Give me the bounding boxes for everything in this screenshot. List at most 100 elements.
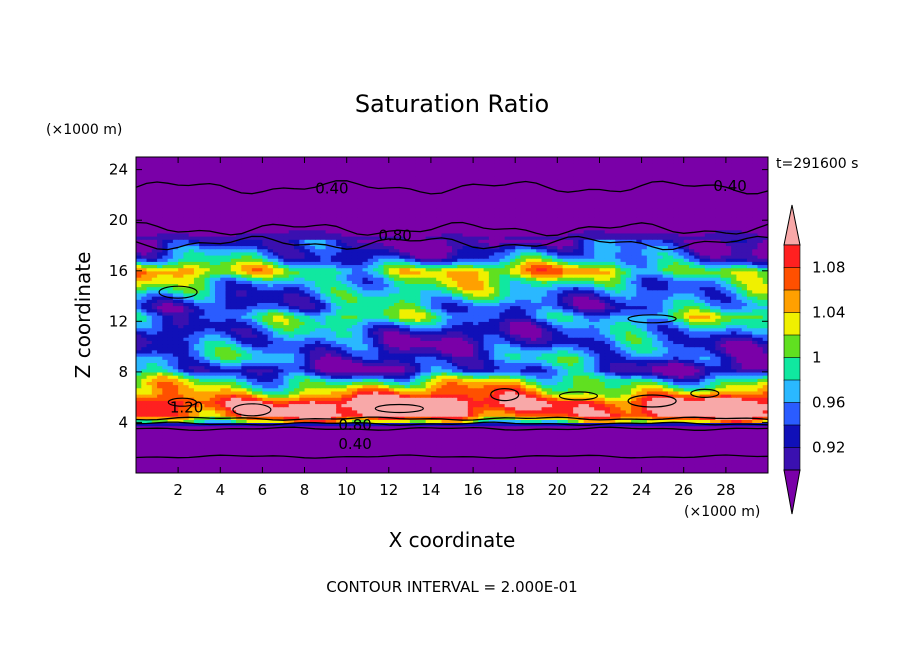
heatmap-cell — [278, 438, 285, 442]
heatmap-cell — [625, 412, 632, 417]
heatmap-cell — [657, 469, 664, 473]
heatmap-cell — [320, 457, 327, 461]
heatmap-cell — [673, 466, 680, 471]
heatmap-cell — [567, 428, 574, 433]
heatmap-cell — [694, 447, 701, 452]
heatmap-cell — [394, 431, 400, 436]
heatmap-cell — [473, 419, 479, 424]
heatmap-cell — [420, 450, 427, 455]
heatmap-cell — [478, 444, 485, 449]
heatmap-cell — [336, 441, 342, 446]
heatmap-cell — [357, 403, 364, 408]
heatmap-cell — [509, 438, 516, 442]
heatmap-cell — [478, 457, 485, 461]
heatmap-cell — [594, 403, 601, 408]
heatmap-cell — [689, 466, 695, 471]
heatmap-cell — [336, 403, 342, 408]
heatmap-cell — [462, 397, 469, 401]
heatmap-cell — [294, 450, 300, 455]
heatmap-cell — [325, 400, 332, 405]
heatmap-cell — [441, 428, 448, 433]
heatmap-cell — [357, 469, 364, 473]
heatmap-cell — [678, 400, 685, 405]
heatmap-cell — [215, 450, 221, 455]
heatmap-cell — [588, 460, 595, 465]
heatmap-cell — [304, 469, 311, 473]
heatmap-cell — [446, 438, 453, 442]
heatmap-cell — [736, 428, 743, 433]
heatmap-cell — [220, 428, 227, 433]
heatmap-cell — [193, 457, 200, 461]
heatmap-cell — [199, 460, 206, 465]
heatmap-cell — [199, 444, 206, 449]
heatmap-cell — [441, 397, 448, 401]
heatmap-cell — [515, 425, 522, 430]
heatmap-cell — [220, 425, 227, 430]
heatmap-cell — [504, 457, 511, 461]
heatmap-cell — [694, 419, 701, 424]
heatmap-cell — [236, 400, 242, 405]
heatmap-cell — [283, 397, 290, 401]
heatmap-cell — [241, 447, 248, 452]
heatmap-cell — [562, 441, 569, 446]
heatmap-cell — [578, 447, 585, 452]
heatmap-cell — [573, 466, 579, 471]
heatmap-cell — [573, 428, 579, 433]
heatmap-cell — [631, 409, 637, 414]
heatmap-cell — [731, 444, 737, 449]
heatmap-cell — [515, 460, 522, 465]
heatmap-cell — [478, 416, 485, 420]
heatmap-cell — [388, 435, 395, 439]
heatmap-cell — [562, 460, 569, 465]
heatmap-cell — [562, 435, 569, 439]
heatmap-cell — [604, 431, 611, 436]
heatmap-cell — [204, 463, 211, 468]
heatmap-cell — [373, 419, 379, 424]
heatmap-cell — [315, 463, 321, 468]
heatmap-cell — [267, 457, 274, 461]
heatmap-cell — [220, 450, 227, 455]
heatmap-cell — [525, 469, 532, 473]
heatmap-cell — [320, 460, 327, 465]
heatmap-cell — [336, 416, 342, 420]
heatmap-cell — [452, 469, 458, 473]
heatmap-cell — [567, 431, 574, 436]
heatmap-cell — [446, 463, 453, 468]
heatmap-cell — [667, 438, 674, 442]
heatmap-cell — [599, 466, 606, 471]
heatmap-cell — [578, 419, 585, 424]
heatmap-cell — [167, 409, 174, 414]
heatmap-cell — [362, 463, 369, 468]
heatmap-cell — [436, 438, 443, 442]
heatmap-cell — [225, 435, 232, 439]
heatmap-cell — [562, 466, 569, 471]
heatmap-cell — [151, 435, 158, 439]
heatmap-cell — [720, 450, 727, 455]
heatmap-cell — [704, 403, 711, 408]
heatmap-cell — [251, 397, 258, 401]
heatmap-cell — [520, 431, 527, 436]
heatmap-cell — [446, 403, 453, 408]
heatmap-cell — [625, 409, 632, 414]
heatmap-cell — [199, 435, 206, 439]
heatmap-cell — [583, 469, 590, 473]
heatmap-cell — [330, 450, 337, 455]
heatmap-cell — [720, 419, 727, 424]
heatmap-cell — [546, 409, 553, 414]
heatmap-cell — [288, 422, 295, 427]
heatmap-cell — [499, 454, 506, 458]
heatmap-cell — [725, 431, 732, 436]
heatmap-cell — [525, 431, 532, 436]
heatmap-cell — [136, 450, 142, 455]
heatmap-cell — [204, 403, 211, 408]
heatmap-cell — [436, 460, 443, 465]
heatmap-cell — [704, 469, 711, 473]
heatmap-cell — [699, 469, 706, 473]
heatmap-cell — [415, 412, 421, 417]
heatmap-cell — [673, 428, 680, 433]
heatmap-cell — [330, 463, 337, 468]
heatmap-cell — [494, 403, 500, 408]
heatmap-cell — [430, 444, 437, 449]
heatmap-cell — [362, 466, 369, 471]
heatmap-cell — [330, 441, 337, 446]
